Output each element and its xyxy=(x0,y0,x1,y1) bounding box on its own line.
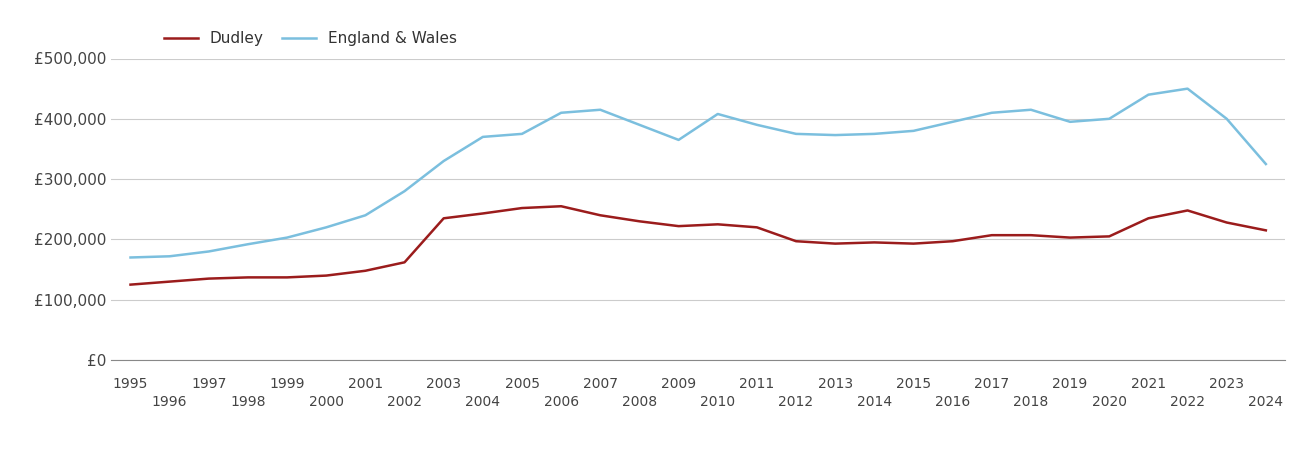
Dudley xyxy=(397,260,412,265)
England & Wales xyxy=(514,131,530,137)
Dudley xyxy=(1023,233,1039,238)
Text: 1998: 1998 xyxy=(230,395,266,409)
Legend: Dudley, England & Wales: Dudley, England & Wales xyxy=(158,25,463,53)
Text: 2016: 2016 xyxy=(934,395,971,409)
Text: 2002: 2002 xyxy=(388,395,422,409)
Text: 2007: 2007 xyxy=(583,377,617,391)
Dudley xyxy=(1141,216,1156,221)
Text: 1996: 1996 xyxy=(151,395,188,409)
Dudley xyxy=(1101,234,1117,239)
Dudley xyxy=(906,241,921,246)
Dudley xyxy=(279,274,295,280)
Dudley xyxy=(475,211,491,216)
Dudley xyxy=(123,282,138,287)
England & Wales xyxy=(240,242,256,247)
England & Wales xyxy=(358,212,373,218)
England & Wales xyxy=(475,134,491,140)
Text: 2013: 2013 xyxy=(818,377,852,391)
Text: 2020: 2020 xyxy=(1092,395,1126,409)
England & Wales xyxy=(162,254,177,259)
Dudley xyxy=(1219,220,1235,225)
England & Wales xyxy=(318,225,334,230)
Text: 2021: 2021 xyxy=(1131,377,1165,391)
England & Wales xyxy=(123,255,138,260)
Dudley xyxy=(592,212,608,218)
Text: 1995: 1995 xyxy=(112,377,149,391)
Dudley xyxy=(514,205,530,211)
England & Wales xyxy=(671,137,686,143)
England & Wales xyxy=(1062,119,1078,125)
Text: 2012: 2012 xyxy=(779,395,813,409)
England & Wales xyxy=(1219,116,1235,122)
Text: 1997: 1997 xyxy=(191,377,227,391)
Dudley xyxy=(240,274,256,280)
England & Wales xyxy=(1101,116,1117,122)
Text: 2003: 2003 xyxy=(427,377,461,391)
England & Wales xyxy=(397,189,412,194)
Dudley xyxy=(632,219,647,224)
Text: 2006: 2006 xyxy=(544,395,578,409)
England & Wales xyxy=(279,235,295,240)
England & Wales xyxy=(827,132,843,138)
Dudley xyxy=(553,203,569,209)
England & Wales xyxy=(632,122,647,127)
England & Wales xyxy=(1180,86,1195,91)
Dudley xyxy=(1062,235,1078,240)
England & Wales xyxy=(984,110,1000,116)
Dudley xyxy=(749,225,765,230)
England & Wales xyxy=(1141,92,1156,97)
Dudley xyxy=(436,216,452,221)
England & Wales xyxy=(710,111,726,117)
Text: 2008: 2008 xyxy=(622,395,656,409)
Dudley xyxy=(201,276,217,281)
Text: 2005: 2005 xyxy=(505,377,539,391)
Text: 2019: 2019 xyxy=(1052,377,1088,391)
Dudley xyxy=(358,268,373,274)
England & Wales xyxy=(749,122,765,127)
Text: 2017: 2017 xyxy=(975,377,1009,391)
Dudley xyxy=(1258,228,1274,233)
Text: 2014: 2014 xyxy=(857,395,891,409)
Dudley xyxy=(788,238,804,244)
England & Wales xyxy=(945,119,960,125)
Dudley xyxy=(710,221,726,227)
Text: 2011: 2011 xyxy=(739,377,775,391)
Dudley xyxy=(867,240,882,245)
Text: 2010: 2010 xyxy=(701,395,735,409)
England & Wales xyxy=(436,158,452,164)
Text: 2000: 2000 xyxy=(309,395,343,409)
Dudley xyxy=(162,279,177,284)
Dudley xyxy=(984,233,1000,238)
England & Wales xyxy=(201,249,217,254)
Dudley xyxy=(1180,208,1195,213)
England & Wales xyxy=(788,131,804,137)
Text: 2009: 2009 xyxy=(662,377,696,391)
Dudley xyxy=(827,241,843,246)
Line: Dudley: Dudley xyxy=(130,206,1266,284)
Text: 2004: 2004 xyxy=(466,395,500,409)
England & Wales xyxy=(592,107,608,112)
Text: 2022: 2022 xyxy=(1171,395,1205,409)
Text: 2015: 2015 xyxy=(897,377,930,391)
England & Wales xyxy=(1258,161,1274,166)
Dudley xyxy=(945,238,960,244)
Text: 2018: 2018 xyxy=(1013,395,1049,409)
Text: 2001: 2001 xyxy=(348,377,382,391)
England & Wales xyxy=(867,131,882,137)
Line: England & Wales: England & Wales xyxy=(130,89,1266,257)
England & Wales xyxy=(906,128,921,134)
England & Wales xyxy=(1023,107,1039,112)
Text: 2024: 2024 xyxy=(1249,395,1283,409)
England & Wales xyxy=(553,110,569,116)
Dudley xyxy=(671,224,686,229)
Text: 2023: 2023 xyxy=(1210,377,1244,391)
Text: 1999: 1999 xyxy=(269,377,305,391)
Dudley xyxy=(318,273,334,278)
